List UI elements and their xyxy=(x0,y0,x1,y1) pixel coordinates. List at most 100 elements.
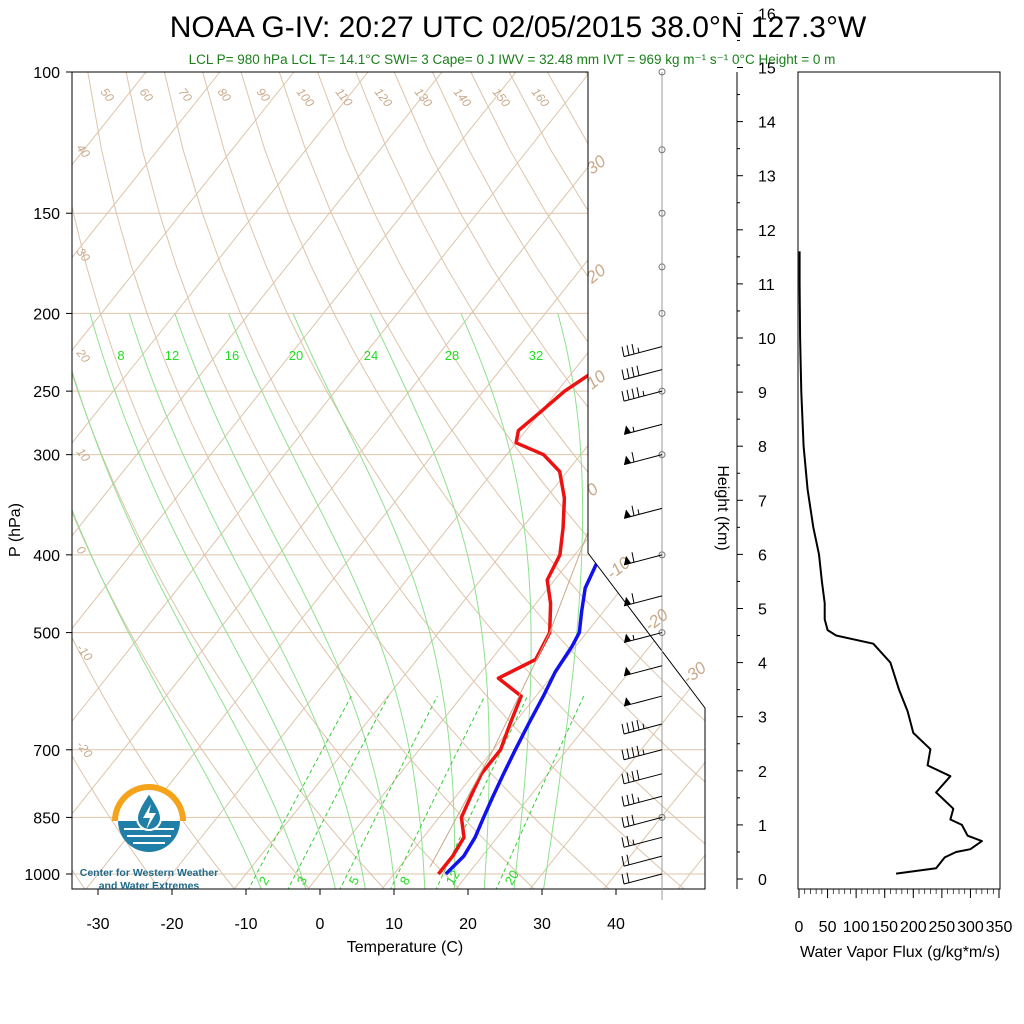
dry-adiabat-label: 110 xyxy=(333,85,356,109)
height-tick-label: 12 xyxy=(758,223,776,240)
isotherm-line xyxy=(72,72,221,889)
dry-adiabat-line xyxy=(739,72,1024,891)
moist-adiabat-line xyxy=(460,313,532,889)
flux-profile-line xyxy=(798,251,983,875)
flux-tick-label: 300 xyxy=(957,919,984,936)
skewed-isotherm-label: 30 xyxy=(583,151,610,178)
flux-frame xyxy=(797,71,1001,890)
cw3e-logo: Center for Western Weather and Water Ext… xyxy=(80,784,218,892)
calm-wind-marker xyxy=(658,551,666,559)
isotherm-label: -10 xyxy=(74,641,96,664)
calm-wind-marker xyxy=(658,387,666,395)
pressure-tick-label: 400 xyxy=(33,548,60,565)
calm-wind-marker xyxy=(658,813,666,821)
wind-barb xyxy=(621,872,663,885)
isotherm-line xyxy=(72,72,73,889)
wind-barb xyxy=(621,769,663,785)
isotherm-line xyxy=(602,72,705,889)
moist-adiabat-label: 28 xyxy=(445,348,459,363)
pressure-tick-label: 200 xyxy=(33,306,60,323)
height-tick-label: 10 xyxy=(758,331,776,348)
mixing-ratio-line xyxy=(286,695,389,889)
calm-wind-marker xyxy=(658,309,666,317)
temperature-tick-label: 10 xyxy=(385,916,403,933)
calm-wind-marker xyxy=(658,629,666,637)
dry-adiabat-line xyxy=(816,72,1024,891)
dry-adiabat-label: 150 xyxy=(490,85,514,110)
wind-barb xyxy=(621,745,663,761)
skewed-isotherm-label: -20 xyxy=(641,605,672,635)
calm-wind-marker xyxy=(658,209,666,217)
isotherm-label: 40 xyxy=(74,141,93,160)
dry-adiabat-line xyxy=(72,72,87,889)
flux-tick-label: 250 xyxy=(929,919,956,936)
wind-barb xyxy=(623,632,663,644)
isotherm-line xyxy=(528,72,705,889)
chart-subtitle: LCL P= 980 hPa LCL T= 14.1°C SWI= 3 Cape… xyxy=(189,52,836,67)
dry-adiabat-label: 120 xyxy=(372,85,396,110)
moist-adiabat-label: 32 xyxy=(529,348,543,363)
moist-adiabat-line xyxy=(128,313,367,889)
pressure-tick-label: 150 xyxy=(33,206,60,223)
height-tick-label: 7 xyxy=(758,493,767,510)
flux-tick-label: 50 xyxy=(819,919,837,936)
wind-barb xyxy=(623,423,663,435)
skewed-isotherm-label: 0 xyxy=(583,479,603,500)
dry-adiabat-label: 50 xyxy=(98,85,117,104)
isotherm-label: 20 xyxy=(73,345,93,365)
height-tick-label: 16 xyxy=(758,6,776,23)
moist-adiabat-label: 12 xyxy=(165,348,179,363)
dry-adiabat-label: 60 xyxy=(137,85,156,104)
height-tick-label: 1 xyxy=(758,818,767,835)
temperature-tick-label: 0 xyxy=(316,916,325,933)
height-tick-label: 8 xyxy=(758,439,767,456)
height-tick-label: 0 xyxy=(758,872,767,889)
wind-barb xyxy=(621,793,663,807)
flux-profile xyxy=(798,251,983,875)
dry-adiabat-line xyxy=(546,72,705,889)
moist-adiabat-label: 20 xyxy=(289,348,303,363)
moist-adiabat-line xyxy=(72,313,307,889)
pressure-tick-label: 1000 xyxy=(24,867,60,884)
moist-adiabat-label: 24 xyxy=(364,348,378,363)
dry-adiabat-line xyxy=(355,72,705,889)
pressure-tick-label: 850 xyxy=(33,810,60,827)
moist-adiabat-label: 8 xyxy=(117,348,124,363)
height-tick-label: 14 xyxy=(758,115,776,132)
wind-barb xyxy=(623,695,663,707)
wind-barb xyxy=(621,854,663,867)
dry-adiabat-line xyxy=(777,72,1024,891)
mixing-ratio-line xyxy=(247,695,352,889)
dry-adiabat-line xyxy=(393,72,705,889)
wind-barb xyxy=(621,387,663,402)
dry-adiabat-line xyxy=(202,72,705,889)
dry-adiabat-label: 70 xyxy=(176,85,195,104)
isotherm-line xyxy=(72,72,369,889)
mixing-ratio-label: 8 xyxy=(397,874,414,888)
isotherm-line xyxy=(232,72,705,889)
calm-wind-marker xyxy=(658,146,666,154)
skewed-isotherm-label: 20 xyxy=(582,260,610,288)
wind-barb xyxy=(621,343,663,358)
height-tick-label: 11 xyxy=(758,277,775,294)
skewed-isotherm-label: 10 xyxy=(583,366,610,393)
dry-adiabat-line xyxy=(87,72,537,889)
calm-wind-marker xyxy=(658,68,666,76)
wind-barb xyxy=(621,814,663,828)
flux-tick-label: 350 xyxy=(986,919,1013,936)
flux-tick-label: 0 xyxy=(795,919,804,936)
skewed-isotherm-label: -30 xyxy=(679,658,710,688)
dry-adiabat-line xyxy=(240,72,705,889)
pressure-tick-label: 500 xyxy=(33,626,60,643)
moist-adiabat-line xyxy=(542,313,584,889)
pressure-tick-label: 700 xyxy=(33,743,60,760)
mixing-ratio-line xyxy=(338,695,438,889)
temperature-tick-label: -30 xyxy=(86,916,109,933)
dry-adiabat-line xyxy=(72,72,312,889)
isotherm-line xyxy=(454,72,705,889)
wind-barb xyxy=(621,365,663,381)
dewpoint-profile-line xyxy=(437,328,659,876)
flux-x-axis-label: Water Vapor Flux (g/kg*m/s) xyxy=(800,944,1000,961)
